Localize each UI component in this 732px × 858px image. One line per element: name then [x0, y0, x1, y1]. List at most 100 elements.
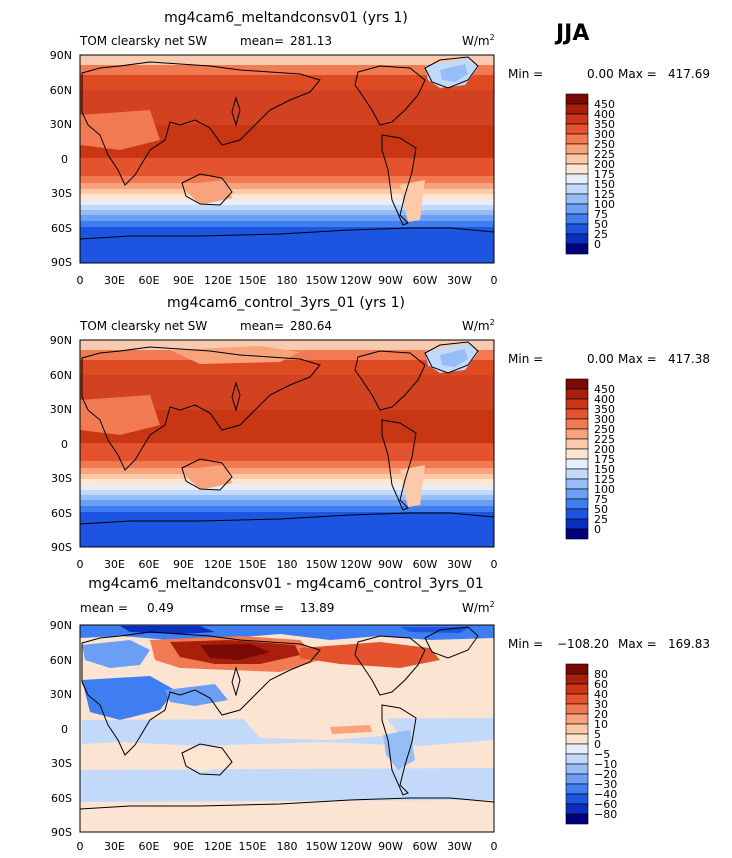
lat-label-0: 0 — [61, 723, 68, 736]
lon-label-180: 180 — [277, 558, 298, 571]
lat-label-30s: 30S — [51, 472, 72, 485]
colorbar-level-label: 0 — [594, 523, 601, 536]
colorbar-level-label: 25 — [594, 513, 608, 526]
panel-2-min-label: Min = — [508, 352, 543, 366]
panel-2-max-value: 417.38 — [668, 352, 710, 366]
lon-label-180: 180 — [277, 274, 298, 287]
colorbar-swatch — [565, 733, 589, 745]
panel-3-mean-value: 0.49 — [147, 601, 174, 615]
sahara-bright — [80, 395, 160, 435]
greenland-ice-inner — [440, 349, 468, 367]
colorbar-swatch — [565, 408, 589, 420]
colorbar-level-label: 0 — [594, 738, 601, 751]
colorbar-level-label: 175 — [594, 453, 615, 466]
lat-label-30s: 30S — [51, 187, 72, 200]
lat-label-90s: 90S — [51, 541, 72, 554]
colorbar-swatch — [565, 753, 589, 765]
colorbar-swatch — [565, 183, 589, 195]
colorbar-swatch — [565, 458, 589, 470]
lon-label-60w: 60W — [413, 840, 438, 853]
southern-ocean-light-blue — [80, 768, 494, 802]
colorbar-level-label: −80 — [594, 808, 617, 821]
lon-label-30e: 30E — [104, 274, 125, 287]
colorbar-level-label: 300 — [594, 413, 615, 426]
colorbar-level-label: 225 — [594, 433, 615, 446]
colorbar-swatch — [565, 448, 589, 460]
colorbar-swatch — [565, 803, 589, 815]
colorbar-swatch — [565, 528, 589, 540]
colorbar-level-label: 400 — [594, 393, 615, 406]
lon-label-60e: 60E — [139, 840, 160, 853]
band-90n-80n — [80, 340, 494, 350]
colorbar-swatch — [565, 763, 589, 775]
colorbar-swatch — [565, 233, 589, 245]
europe-blue — [82, 640, 150, 668]
lon-label-120e: 120E — [204, 840, 232, 853]
lon-label-150e: 150E — [239, 274, 267, 287]
colorbar-swatch — [565, 93, 589, 105]
colorbar-swatch — [565, 103, 589, 115]
colorbar-swatch — [565, 438, 589, 450]
panel-2-frame — [79, 339, 495, 548]
panel-1-units: W/m2 — [462, 33, 495, 48]
band-15s-25s — [80, 176, 494, 183]
colorbar-swatch — [565, 813, 589, 825]
lat-label-60n: 60N — [50, 84, 72, 97]
colorbar-swatch — [565, 743, 589, 755]
colorbar-swatch — [565, 693, 589, 705]
lat-label-90s: 90S — [51, 826, 72, 839]
panel-3-units-base: W/m — [462, 601, 490, 615]
band-40s-45s — [80, 485, 494, 490]
lon-label-30w: 30W — [447, 274, 472, 287]
colorbar-level-label: 30 — [594, 698, 608, 711]
colorbar-swatch — [565, 793, 589, 805]
band-15s-25s — [80, 461, 494, 468]
colorbar-level-label: 80 — [594, 668, 608, 681]
colorbar-swatch — [565, 713, 589, 725]
lat-label-60s: 60S — [51, 792, 72, 805]
colorbar-level-label: 150 — [594, 178, 615, 191]
lon-label-30e: 30E — [104, 840, 125, 853]
lon-label-90e: 90E — [173, 558, 194, 571]
panel-2-mean-value: 280.64 — [290, 319, 332, 333]
lat-label-0: 0 — [61, 153, 68, 166]
band-40s-45s — [80, 200, 494, 205]
panel-1-title: mg4cam6_meltandconsv01 (yrs 1) — [164, 10, 408, 26]
colorbar-swatch — [565, 468, 589, 480]
arctic-blue-dark — [120, 626, 215, 634]
band-50s-55s — [80, 210, 494, 215]
colorbar-level-label: 350 — [594, 118, 615, 131]
panel-2-lon-ticks: 0 30E 60E 90E 120E 150E 180 150W 120W 90… — [77, 558, 498, 571]
band-35s-40s — [80, 194, 494, 200]
panel-2-stats: Min = 0.00 Max = 417.38 — [508, 352, 710, 366]
colorbar-swatch — [565, 193, 589, 205]
colorbar-swatch — [565, 673, 589, 685]
panel-3-units-exp: 2 — [490, 600, 495, 609]
lat-label-60n: 60N — [50, 369, 72, 382]
panel-1-stats: Min = 0.00 Max = 417.69 — [508, 67, 710, 81]
lon-label-150e: 150E — [239, 558, 267, 571]
pacific-cream — [240, 710, 400, 740]
colorbar-level-label: 200 — [594, 158, 615, 171]
panel-2-units-base: W/m — [462, 319, 490, 333]
lat-label-30s: 30S — [51, 757, 72, 770]
panel-3-rmse-label: rmse = — [240, 601, 284, 615]
lat-label-90n: 90N — [50, 49, 72, 62]
colorbar-level-label: −60 — [594, 798, 617, 811]
panel-2-min-value: 0.00 — [587, 352, 614, 366]
band-45s-50s — [80, 490, 494, 495]
colorbar-level-label: −40 — [594, 788, 617, 801]
lon-label-0-end: 0 — [491, 558, 498, 571]
panel-3-rmse-value: 13.89 — [300, 601, 334, 615]
band-55s-60s — [80, 215, 494, 221]
lon-label-120w: 120W — [340, 558, 372, 571]
panel-3-lon-ticks: 0 30E 60E 90E 120E 150E 180 150W 120W 90… — [77, 840, 498, 853]
colorbar-swatch — [565, 123, 589, 135]
colorbar-swatch — [565, 783, 589, 795]
colorbar-level-label: 200 — [594, 443, 615, 456]
colorbar-level-label: −30 — [594, 778, 617, 791]
panel-3-coastlines — [79, 626, 495, 810]
band-65s-90s — [80, 512, 494, 547]
